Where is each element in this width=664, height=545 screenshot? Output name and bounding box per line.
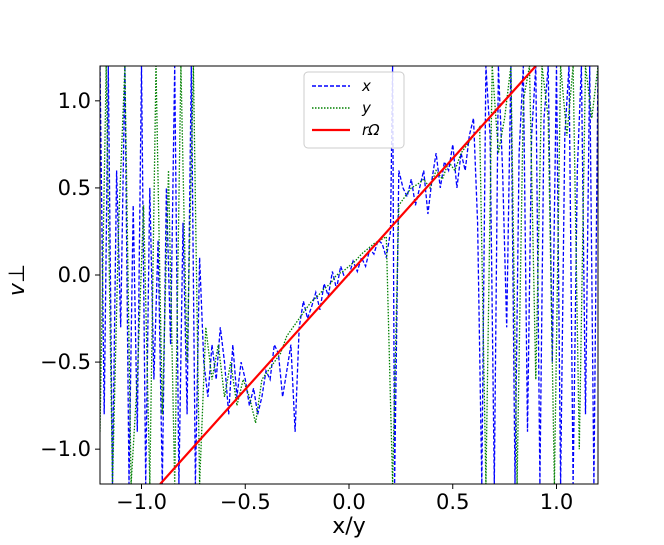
series-layer [100,66,598,484]
x-tick-label: 0.0 [332,490,365,514]
y-tick-label: 1.0 [58,89,91,113]
y-tick-label: −0.5 [40,350,91,374]
x-axis: −1.0 −0.5 0.0 0.5 1.0 [116,484,573,514]
x-tick-label: −0.5 [220,490,271,514]
x-tick-label: 0.5 [436,490,469,514]
series-line-2 [159,66,537,484]
x-axis-label: x/y [332,514,365,539]
legend-label-0: x [361,77,371,95]
y-tick-label: 0.5 [58,176,91,200]
y-tick-label: −1.0 [40,437,91,461]
series-line-0 [100,66,598,484]
y-axis-label: v⊥ [5,264,30,296]
x-tick-label: −1.0 [116,490,167,514]
legend-box [303,71,405,149]
legend-label-1: y [361,99,372,117]
series-line-1 [100,66,598,484]
y-axis: −1.0 −0.5 0.0 0.5 1.0 [40,89,100,461]
legend-label-2: rΩ [362,121,380,139]
x-tick-label: 1.0 [540,490,573,514]
y-tick-label: 0.0 [58,263,91,287]
legend: xy rΩ [303,71,405,149]
